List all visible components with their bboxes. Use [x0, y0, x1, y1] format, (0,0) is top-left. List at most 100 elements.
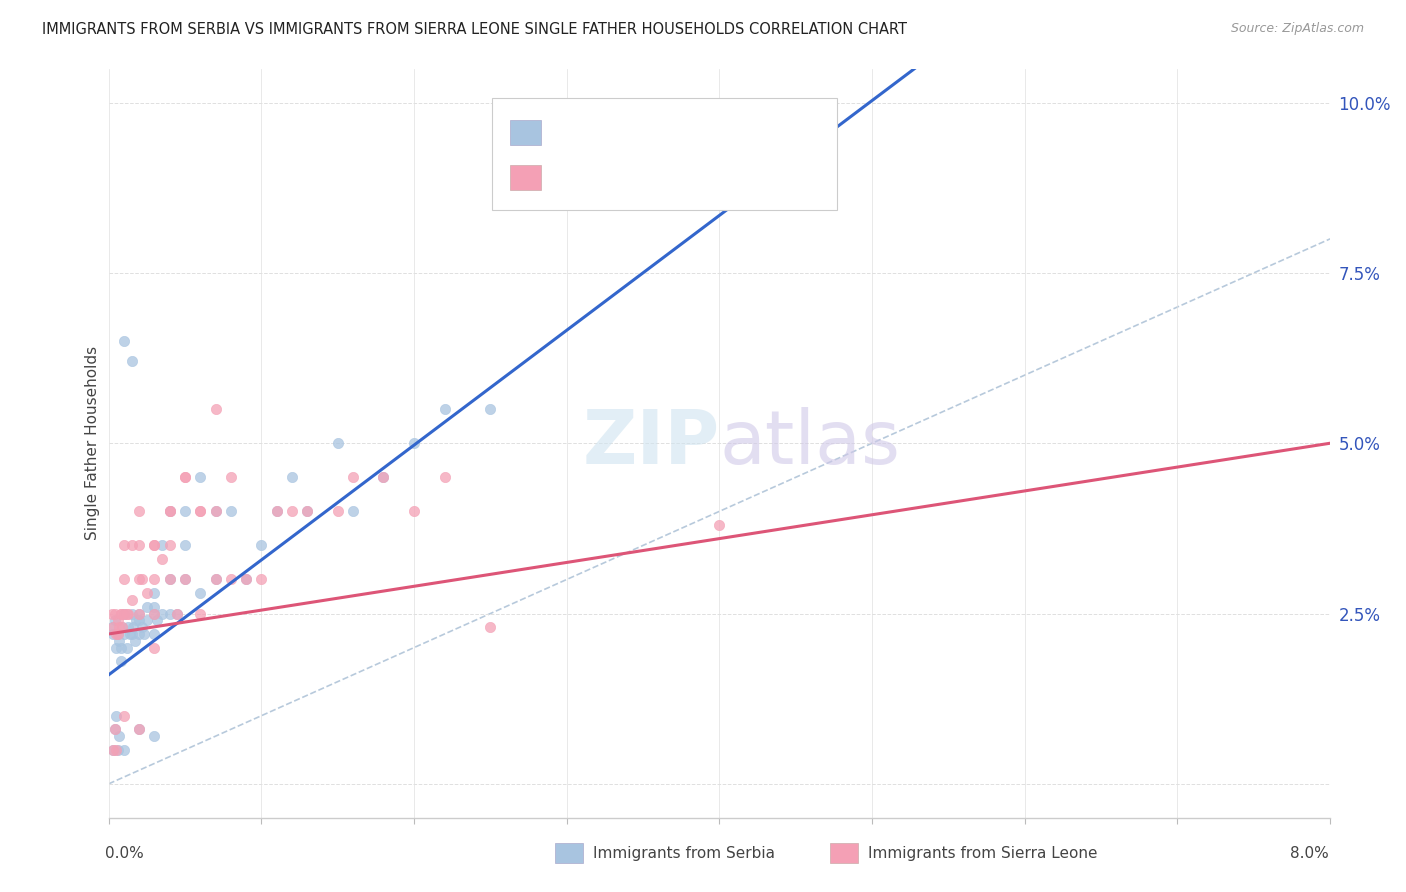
- Point: [166, 607, 188, 621]
- Point: [204, 402, 226, 417]
- Point: [121, 607, 143, 621]
- Point: [108, 729, 131, 743]
- Point: [326, 436, 349, 450]
- Text: N =: N =: [661, 165, 703, 184]
- Point: [433, 402, 456, 417]
- Point: [174, 470, 197, 484]
- Text: 8.0%: 8.0%: [1289, 846, 1329, 861]
- Point: [128, 538, 150, 552]
- Point: [373, 470, 395, 484]
- Point: [402, 504, 425, 518]
- Point: [104, 607, 127, 621]
- Point: [115, 640, 138, 655]
- Point: [131, 620, 153, 634]
- Point: [111, 620, 134, 634]
- Point: [166, 607, 188, 621]
- Point: [174, 504, 197, 518]
- Point: [143, 729, 166, 743]
- Point: [250, 573, 273, 587]
- Point: [219, 504, 242, 518]
- Point: [709, 518, 731, 533]
- Point: [107, 743, 129, 757]
- Point: [128, 723, 150, 737]
- Point: [128, 607, 150, 621]
- Text: Immigrants from Sierra Leone: Immigrants from Sierra Leone: [868, 846, 1097, 861]
- Point: [104, 723, 127, 737]
- Text: atlas: atlas: [720, 407, 900, 480]
- Point: [143, 573, 166, 587]
- Point: [143, 538, 166, 552]
- Point: [342, 470, 364, 484]
- Point: [105, 708, 128, 723]
- Point: [174, 538, 197, 552]
- Point: [121, 593, 143, 607]
- Point: [143, 599, 166, 614]
- Point: [188, 586, 211, 600]
- Point: [281, 470, 304, 484]
- Point: [104, 613, 127, 627]
- Point: [150, 538, 173, 552]
- Point: [128, 504, 150, 518]
- Point: [107, 613, 129, 627]
- Point: [112, 627, 135, 641]
- Point: [110, 654, 132, 668]
- Point: [104, 723, 127, 737]
- Point: [121, 627, 143, 641]
- Point: [117, 607, 139, 621]
- Point: [135, 613, 157, 627]
- Point: [174, 573, 197, 587]
- Text: R =: R =: [550, 165, 591, 184]
- Point: [188, 504, 211, 518]
- Point: [188, 470, 211, 484]
- Y-axis label: Single Father Households: Single Father Households: [86, 346, 100, 541]
- Point: [235, 573, 257, 587]
- Point: [121, 354, 143, 368]
- Point: [219, 573, 242, 587]
- Point: [117, 620, 139, 634]
- Point: [110, 640, 132, 655]
- Point: [433, 470, 456, 484]
- Text: 0.0%: 0.0%: [105, 846, 145, 861]
- Point: [135, 599, 157, 614]
- Point: [143, 627, 166, 641]
- Point: [103, 743, 125, 757]
- Point: [143, 607, 166, 621]
- Point: [373, 470, 395, 484]
- Point: [112, 708, 135, 723]
- Text: 0.330: 0.330: [586, 165, 645, 184]
- Text: 62: 62: [700, 165, 725, 184]
- Point: [204, 573, 226, 587]
- Point: [295, 504, 318, 518]
- Point: [105, 640, 128, 655]
- Point: [108, 633, 131, 648]
- Point: [235, 573, 257, 587]
- Text: 0.508: 0.508: [586, 122, 645, 141]
- Point: [125, 613, 148, 627]
- Point: [159, 504, 181, 518]
- Point: [266, 504, 288, 518]
- Point: [204, 504, 226, 518]
- Point: [159, 504, 181, 518]
- Point: [143, 538, 166, 552]
- Point: [188, 504, 211, 518]
- Point: [128, 607, 150, 621]
- Point: [112, 743, 135, 757]
- Point: [100, 607, 122, 621]
- Point: [107, 627, 129, 641]
- Point: [143, 640, 166, 655]
- Point: [112, 607, 135, 621]
- Point: [128, 573, 150, 587]
- Point: [204, 504, 226, 518]
- Point: [174, 470, 197, 484]
- Point: [103, 743, 125, 757]
- Text: IMMIGRANTS FROM SERBIA VS IMMIGRANTS FROM SIERRA LEONE SINGLE FATHER HOUSEHOLDS : IMMIGRANTS FROM SERBIA VS IMMIGRANTS FRO…: [42, 22, 907, 37]
- Point: [479, 402, 502, 417]
- Text: Source: ZipAtlas.com: Source: ZipAtlas.com: [1230, 22, 1364, 36]
- Point: [108, 620, 131, 634]
- Point: [479, 620, 502, 634]
- Point: [112, 334, 135, 348]
- Point: [103, 620, 125, 634]
- Point: [631, 198, 654, 212]
- Point: [219, 470, 242, 484]
- Point: [295, 504, 318, 518]
